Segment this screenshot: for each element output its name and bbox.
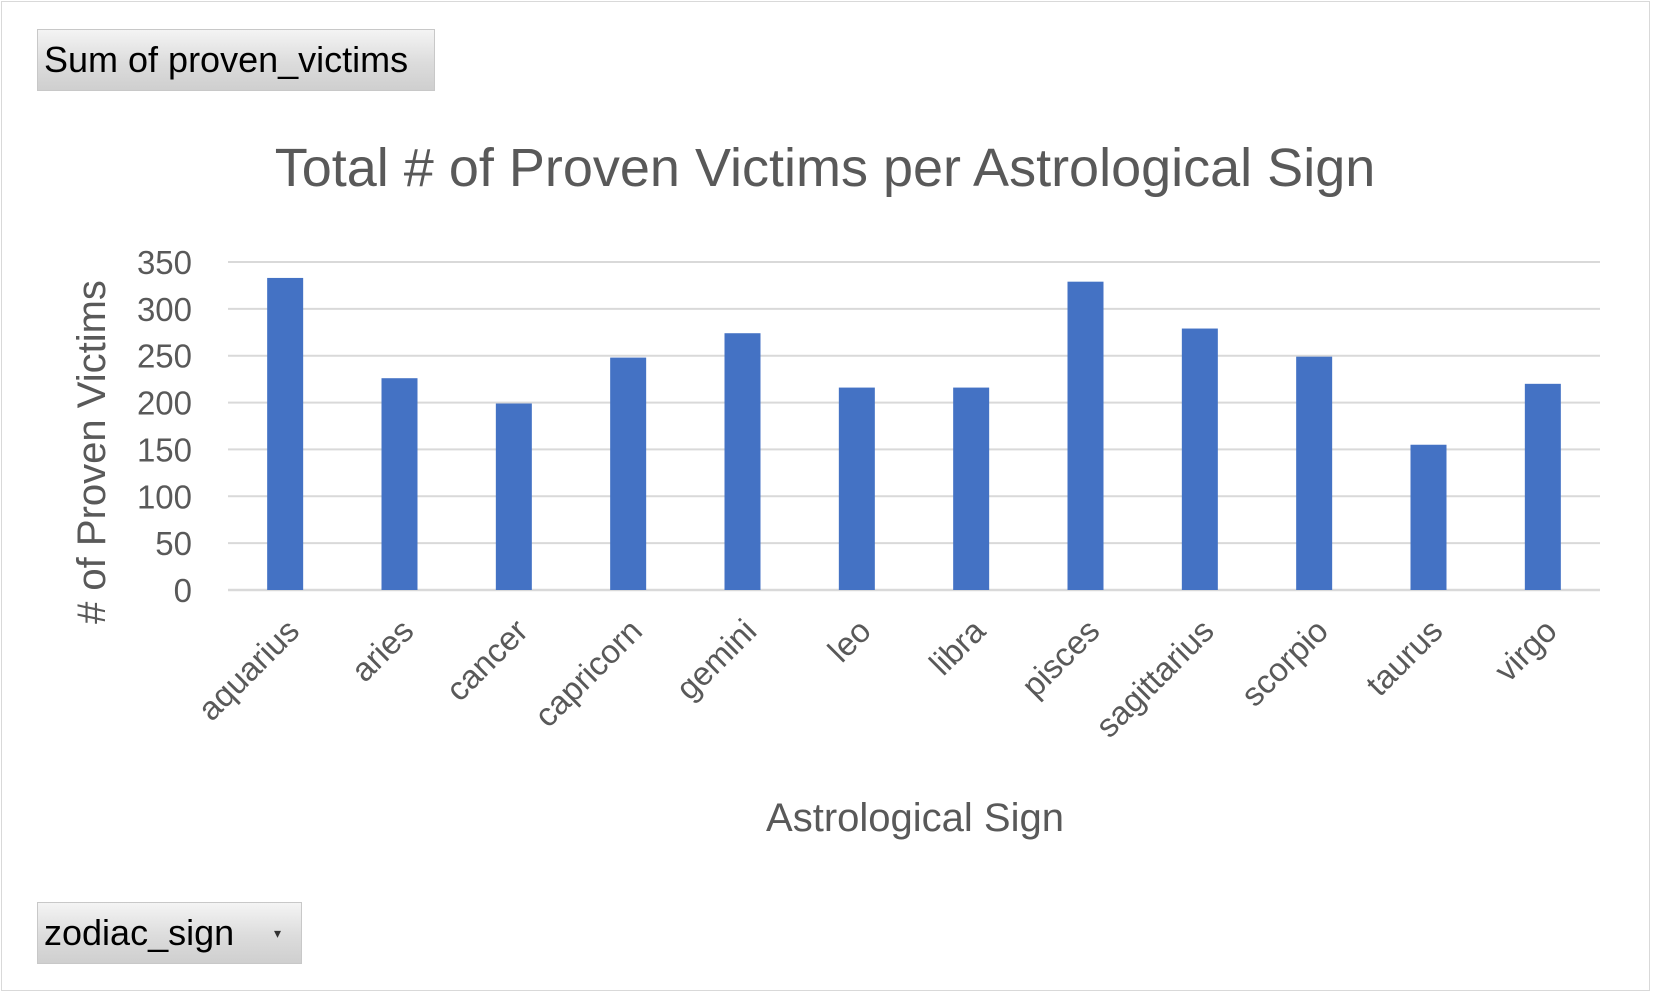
bar-gemini (724, 333, 761, 590)
x-tick-label: cancer (439, 612, 535, 708)
y-tick-label: 100 (137, 478, 192, 515)
bars (267, 277, 1561, 590)
bar-aries (381, 378, 418, 590)
y-tick-label: 0 (174, 572, 192, 609)
y-axis-ticks: 0 50 100 150 200 250 300 350 (137, 244, 192, 609)
axis-field-label: zodiac_sign (44, 912, 235, 953)
dropdown-arrow-icon[interactable]: ▾ (273, 925, 281, 941)
y-tick-label: 300 (137, 291, 192, 328)
bar-sagittarius (1181, 328, 1218, 590)
chart-title: Total # of Proven Victims per Astrologic… (275, 138, 1376, 198)
gridlines (228, 261, 1600, 592)
x-tick-label: aquarius (190, 612, 306, 728)
y-tick-label: 150 (137, 431, 192, 468)
x-tick-label: pisces (1014, 612, 1106, 704)
bar-capricorn (610, 357, 647, 590)
x-tick-label: capricorn (527, 612, 649, 734)
value-field-button[interactable]: Sum of proven_victims (37, 29, 435, 91)
bar-scorpio (1296, 356, 1333, 590)
x-tick-label: gemini (669, 612, 764, 707)
x-tick-label: sagittarius (1088, 612, 1221, 745)
value-field-label: Sum of proven_victims (44, 39, 409, 80)
y-tick-label: 200 (137, 385, 192, 422)
y-tick-label: 50 (155, 525, 192, 562)
x-tick-label: taurus (1358, 612, 1449, 703)
bar-libra (953, 387, 990, 590)
bar-virgo (1524, 383, 1561, 590)
x-tick-label: aries (344, 612, 421, 689)
y-axis-title: # of Proven Victims (70, 280, 114, 624)
bar-taurus (1410, 444, 1447, 590)
x-tick-label: leo (820, 612, 877, 669)
x-axis-title: Astrological Sign (766, 796, 1064, 840)
y-tick-label: 350 (137, 244, 192, 281)
bar-aquarius (267, 277, 304, 590)
axis-field-button[interactable]: zodiac_sign ▾ (37, 902, 302, 964)
bar-cancer (495, 403, 532, 590)
bar-pisces (1067, 281, 1104, 590)
y-tick-label: 250 (137, 338, 192, 375)
x-tick-label: virgo (1487, 612, 1564, 689)
x-tick-label: scorpio (1234, 612, 1335, 713)
bar-leo (838, 387, 875, 590)
x-tick-label: libra (922, 611, 993, 682)
